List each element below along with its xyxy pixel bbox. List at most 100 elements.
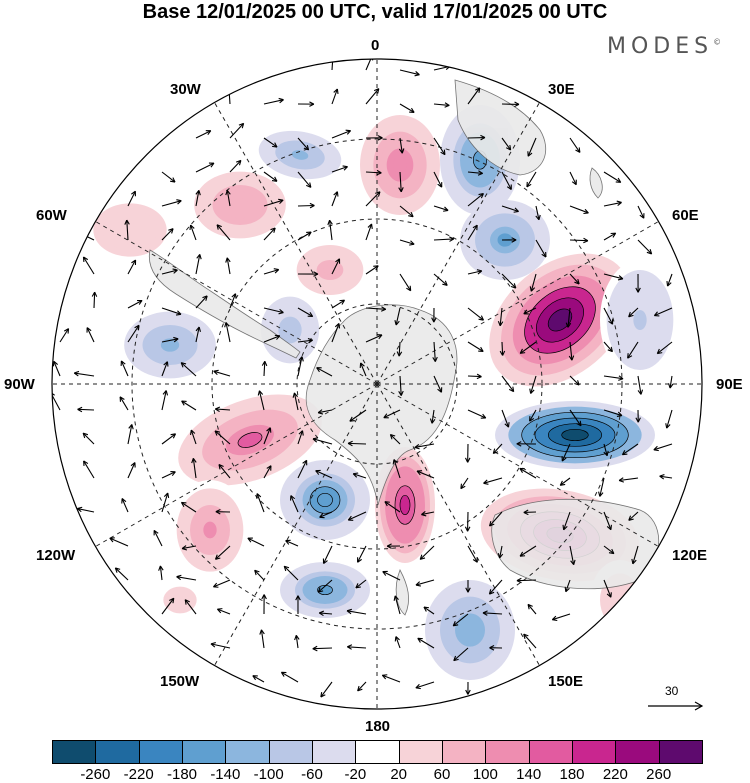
wind-arrow xyxy=(263,427,272,445)
wind-arrow xyxy=(392,459,401,479)
wind-arrow xyxy=(184,599,197,615)
wind-arrow xyxy=(109,537,129,547)
wind-arrow xyxy=(423,606,435,615)
wind-arrow xyxy=(195,162,215,173)
wind-arrow xyxy=(432,341,438,362)
colorbar-swatch xyxy=(225,740,270,764)
wind-arrow xyxy=(218,463,231,479)
wind-arrow xyxy=(346,608,367,615)
south-america-landmass xyxy=(148,249,301,359)
wind-arrow xyxy=(488,579,503,595)
wind-arrow xyxy=(229,122,245,139)
wind-arrow xyxy=(229,293,237,309)
wind-arrow xyxy=(529,409,537,422)
wind-arrow xyxy=(467,224,478,241)
wind-arrow xyxy=(357,681,367,692)
wind-arrow xyxy=(421,511,435,517)
wind-arrow xyxy=(127,324,140,343)
wind-arrow xyxy=(603,409,623,417)
wind-arrow xyxy=(653,443,673,452)
wind-arrow xyxy=(365,306,387,312)
wind-arrow xyxy=(161,433,177,445)
wind-arrow xyxy=(618,477,639,483)
wind-arrow xyxy=(499,341,506,356)
colorbar-tick-label: -100 xyxy=(253,766,284,783)
wind-arrow xyxy=(349,409,367,422)
lon-label-0: 0 xyxy=(371,37,380,54)
wind-arrow xyxy=(180,501,197,513)
wind-arrow xyxy=(365,135,383,141)
wind-arrow xyxy=(365,169,382,176)
wind-arrow xyxy=(297,430,304,445)
colorbar-tick-label: 180 xyxy=(559,766,585,783)
wind-arrow xyxy=(399,273,412,292)
wind-arrow xyxy=(535,239,547,258)
anomaly-contour xyxy=(291,150,309,160)
wind-arrow xyxy=(261,360,268,377)
africa-landmass xyxy=(454,79,547,176)
wind-arrow xyxy=(290,495,299,513)
wind-arrow xyxy=(195,295,208,309)
wind-arrow xyxy=(398,137,405,154)
wind-arrow xyxy=(603,200,622,207)
lon-label-90e: 90E xyxy=(716,376,743,393)
wind-arrow xyxy=(527,603,537,615)
wind-arrow xyxy=(381,674,401,683)
colorbar-tick-label: -180 xyxy=(166,766,198,783)
wind-arrow xyxy=(319,511,333,519)
wind-arrow xyxy=(415,681,435,690)
wind-arrow xyxy=(297,202,315,209)
wind-arrow xyxy=(561,443,571,462)
wind-arrow xyxy=(501,375,515,393)
wind-arrow xyxy=(127,259,137,275)
wind-arrow xyxy=(161,171,176,183)
wind-arrow xyxy=(384,501,401,513)
wind-arrow xyxy=(465,579,471,593)
wind-arrow xyxy=(399,239,415,246)
wind-arrow xyxy=(399,205,414,218)
wind-arrow xyxy=(224,322,231,343)
wind-arrow xyxy=(467,409,487,419)
wind-arrow xyxy=(564,579,571,593)
wind-arrow xyxy=(210,642,231,649)
wind-arrow xyxy=(433,236,455,242)
wind-arrow xyxy=(501,101,520,108)
lon-label-90w: 90W xyxy=(4,376,35,393)
wind-arrow xyxy=(77,506,95,513)
wind-arrow xyxy=(73,370,95,377)
anomaly-contour xyxy=(633,310,647,330)
wind-arrow xyxy=(467,269,483,275)
wind-arrow xyxy=(501,205,519,213)
wind-arrow xyxy=(523,509,537,516)
wind-arrow xyxy=(315,469,333,479)
wind-arrow xyxy=(195,190,201,207)
wind-arrow xyxy=(467,87,481,105)
colorbar-tick-label: 100 xyxy=(472,766,498,783)
wind-arrow xyxy=(161,228,174,241)
wind-arrow xyxy=(460,477,469,490)
wind-arrow xyxy=(535,205,541,221)
wind-arrow xyxy=(357,545,367,563)
wind-arrow xyxy=(365,265,379,275)
wind-arrow xyxy=(331,129,352,139)
wind-arrow xyxy=(263,465,272,479)
wind-arrow xyxy=(635,273,641,293)
wind-arrow xyxy=(492,443,503,454)
colorbar-swatch xyxy=(572,740,617,764)
wind-arrow xyxy=(294,634,300,649)
map-title: Base 12/01/2025 00 UTC, valid 17/01/2025… xyxy=(142,1,608,23)
colorbar-swatch xyxy=(442,740,487,764)
wind-arrow xyxy=(603,171,622,183)
lon-label-60e: 60E xyxy=(672,207,699,224)
wind-arrow xyxy=(637,239,653,255)
colorbar-tick-label: 140 xyxy=(516,766,542,783)
wind-arrow xyxy=(467,192,484,207)
anomaly-contour xyxy=(284,323,296,337)
wind-arrow xyxy=(603,579,612,598)
wind-arrow xyxy=(627,341,639,359)
anomaly-contour xyxy=(561,428,589,442)
wind-arrow xyxy=(635,409,641,423)
wind-arrow xyxy=(213,579,231,588)
wind-arrow xyxy=(180,362,197,377)
